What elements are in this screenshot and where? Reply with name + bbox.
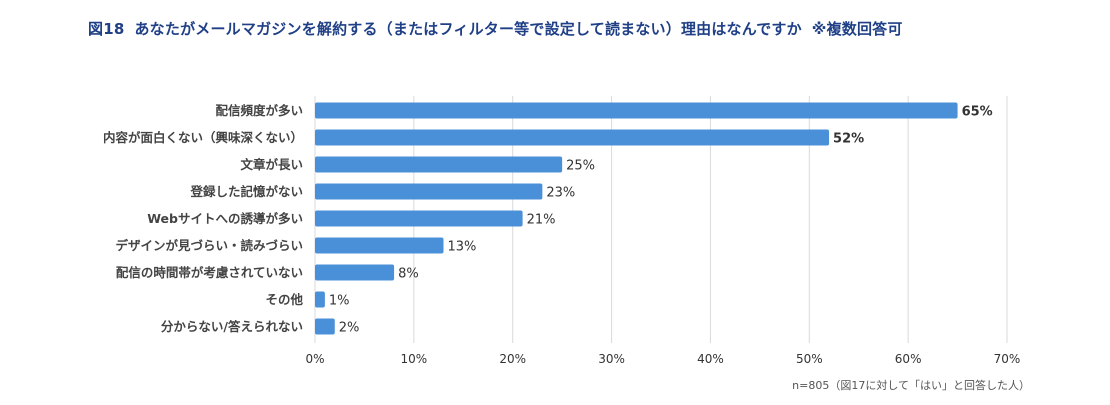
x-tick-label: 10%	[401, 352, 428, 366]
x-tick-label: 0%	[305, 352, 324, 366]
bar	[315, 210, 523, 227]
figure-title: 図18 あなたがメールマガジンを解約する（またはフィルター等で設定して読まない）理…	[88, 18, 903, 39]
bar	[315, 237, 444, 254]
category-label: 文章が長い	[240, 157, 303, 172]
sample-size-footnote: n=805（図17に対して「はい」と回答した人）	[792, 379, 1030, 392]
value-label: 65%	[962, 105, 993, 120]
category-label: 内容が面白くない（興味深くない）	[103, 130, 303, 145]
x-tick-label: 70%	[994, 352, 1021, 366]
value-label: 8%	[398, 267, 419, 282]
category-label: デザインが見づらい・読みづらい	[115, 238, 303, 253]
x-tick-label: 60%	[895, 352, 922, 366]
value-label: 21%	[527, 213, 556, 228]
bar	[315, 102, 958, 119]
bar	[315, 264, 395, 281]
category-label: 配信頻度が多い	[215, 103, 303, 118]
category-label: Webサイトへの誘導が多い	[147, 211, 303, 226]
value-label: 13%	[448, 240, 477, 255]
x-tick-label: 30%	[598, 352, 625, 366]
x-tick-label: 20%	[499, 352, 526, 366]
figure-question: あなたがメールマガジンを解約する（またはフィルター等で設定して読まない）理由はな…	[134, 20, 802, 38]
bar	[315, 156, 563, 173]
value-label: 23%	[546, 186, 575, 201]
x-tick-label: 50%	[796, 352, 823, 366]
value-label: 2%	[339, 321, 360, 336]
bar	[315, 318, 335, 335]
value-label: 25%	[566, 159, 595, 174]
bar	[315, 291, 325, 308]
category-label: 分からない/答えられない	[161, 319, 303, 334]
bar	[315, 129, 830, 146]
category-label: 配信の時間帯が考慮されていない	[116, 265, 303, 280]
value-label: 52%	[833, 132, 864, 147]
figure-number: 図18	[88, 20, 125, 38]
value-label: 1%	[329, 294, 350, 309]
x-tick-label: 40%	[697, 352, 724, 366]
category-label: その他	[265, 292, 303, 307]
figure-note: ※複数回答可	[811, 20, 903, 38]
bar	[315, 183, 543, 200]
category-label: 登録した記憶がない	[189, 184, 303, 199]
